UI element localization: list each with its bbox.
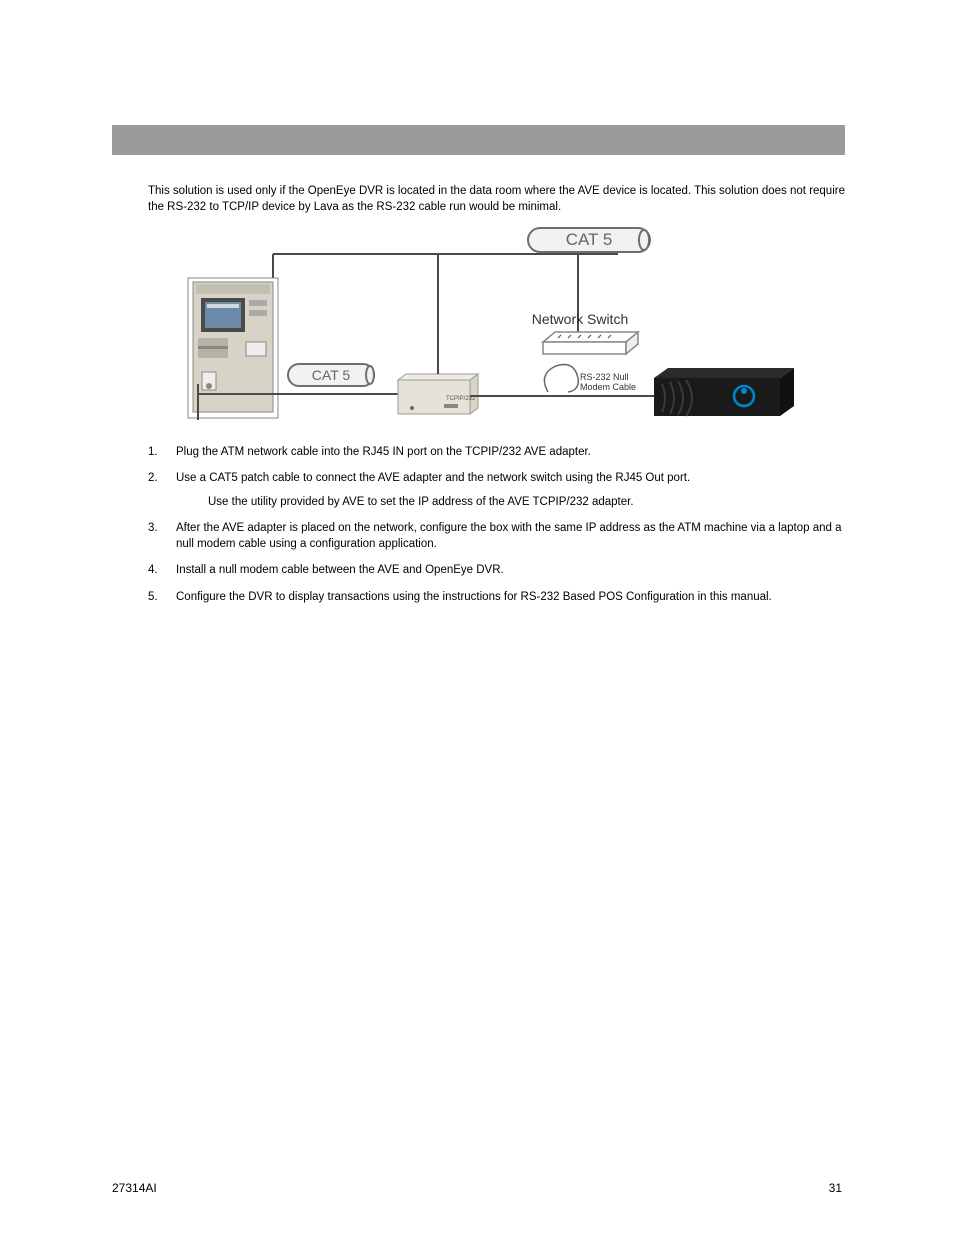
network-switch-label: Network Switch xyxy=(532,311,628,327)
list-item: 3. After the AVE adapter is placed on th… xyxy=(148,520,845,552)
cat5-left-label: CAT 5 xyxy=(288,364,374,386)
network-diagram: CAT 5 xyxy=(148,224,803,424)
dvr-icon xyxy=(654,368,794,416)
step-text: After the AVE adapter is placed on the n… xyxy=(176,520,845,552)
step-number: 4. xyxy=(148,562,176,578)
instruction-list: 1. Plug the ATM network cable into the R… xyxy=(148,444,845,615)
step-text: Install a null modem cable between the A… xyxy=(176,562,845,578)
step-number: 3. xyxy=(148,520,176,552)
intro-paragraph: This solution is used only if the OpenEy… xyxy=(148,183,845,215)
svg-text:Modem Cable: Modem Cable xyxy=(580,382,636,392)
step-number: 1. xyxy=(148,444,176,460)
atm-icon xyxy=(188,278,278,418)
list-item: 2. Use a CAT5 patch cable to connect the… xyxy=(148,470,845,510)
list-item: 5. Configure the DVR to display transact… xyxy=(148,589,845,605)
ave-adapter-icon: TCPIP/232 xyxy=(398,374,478,414)
footer-doc-id: 27314AI xyxy=(112,1181,157,1195)
svg-text:RS-232 Null: RS-232 Null xyxy=(580,372,629,382)
page: This solution is used only if the OpenEy… xyxy=(0,0,954,1235)
list-item: 1. Plug the ATM network cable into the R… xyxy=(148,444,845,460)
list-item: 4. Install a null modem cable between th… xyxy=(148,562,845,578)
svg-text:CAT 5: CAT 5 xyxy=(566,230,613,249)
step-number: 5. xyxy=(148,589,176,605)
step-text: Configure the DVR to display transaction… xyxy=(176,589,845,605)
section-header-bar xyxy=(112,125,845,155)
step-number: 2. xyxy=(148,470,176,510)
network-switch-icon xyxy=(543,332,638,354)
cat5-top-label: CAT 5 xyxy=(528,228,650,252)
rs232-cable-icon: RS-232 Null Modem Cable xyxy=(470,365,654,397)
svg-text:CAT 5: CAT 5 xyxy=(312,367,351,383)
step-text: Use a CAT5 patch cable to connect the AV… xyxy=(176,470,845,510)
step-subtext: Use the utility provided by AVE to set t… xyxy=(208,494,845,510)
step-text: Plug the ATM network cable into the RJ45… xyxy=(176,444,845,460)
footer-page-number: 31 xyxy=(829,1181,842,1195)
